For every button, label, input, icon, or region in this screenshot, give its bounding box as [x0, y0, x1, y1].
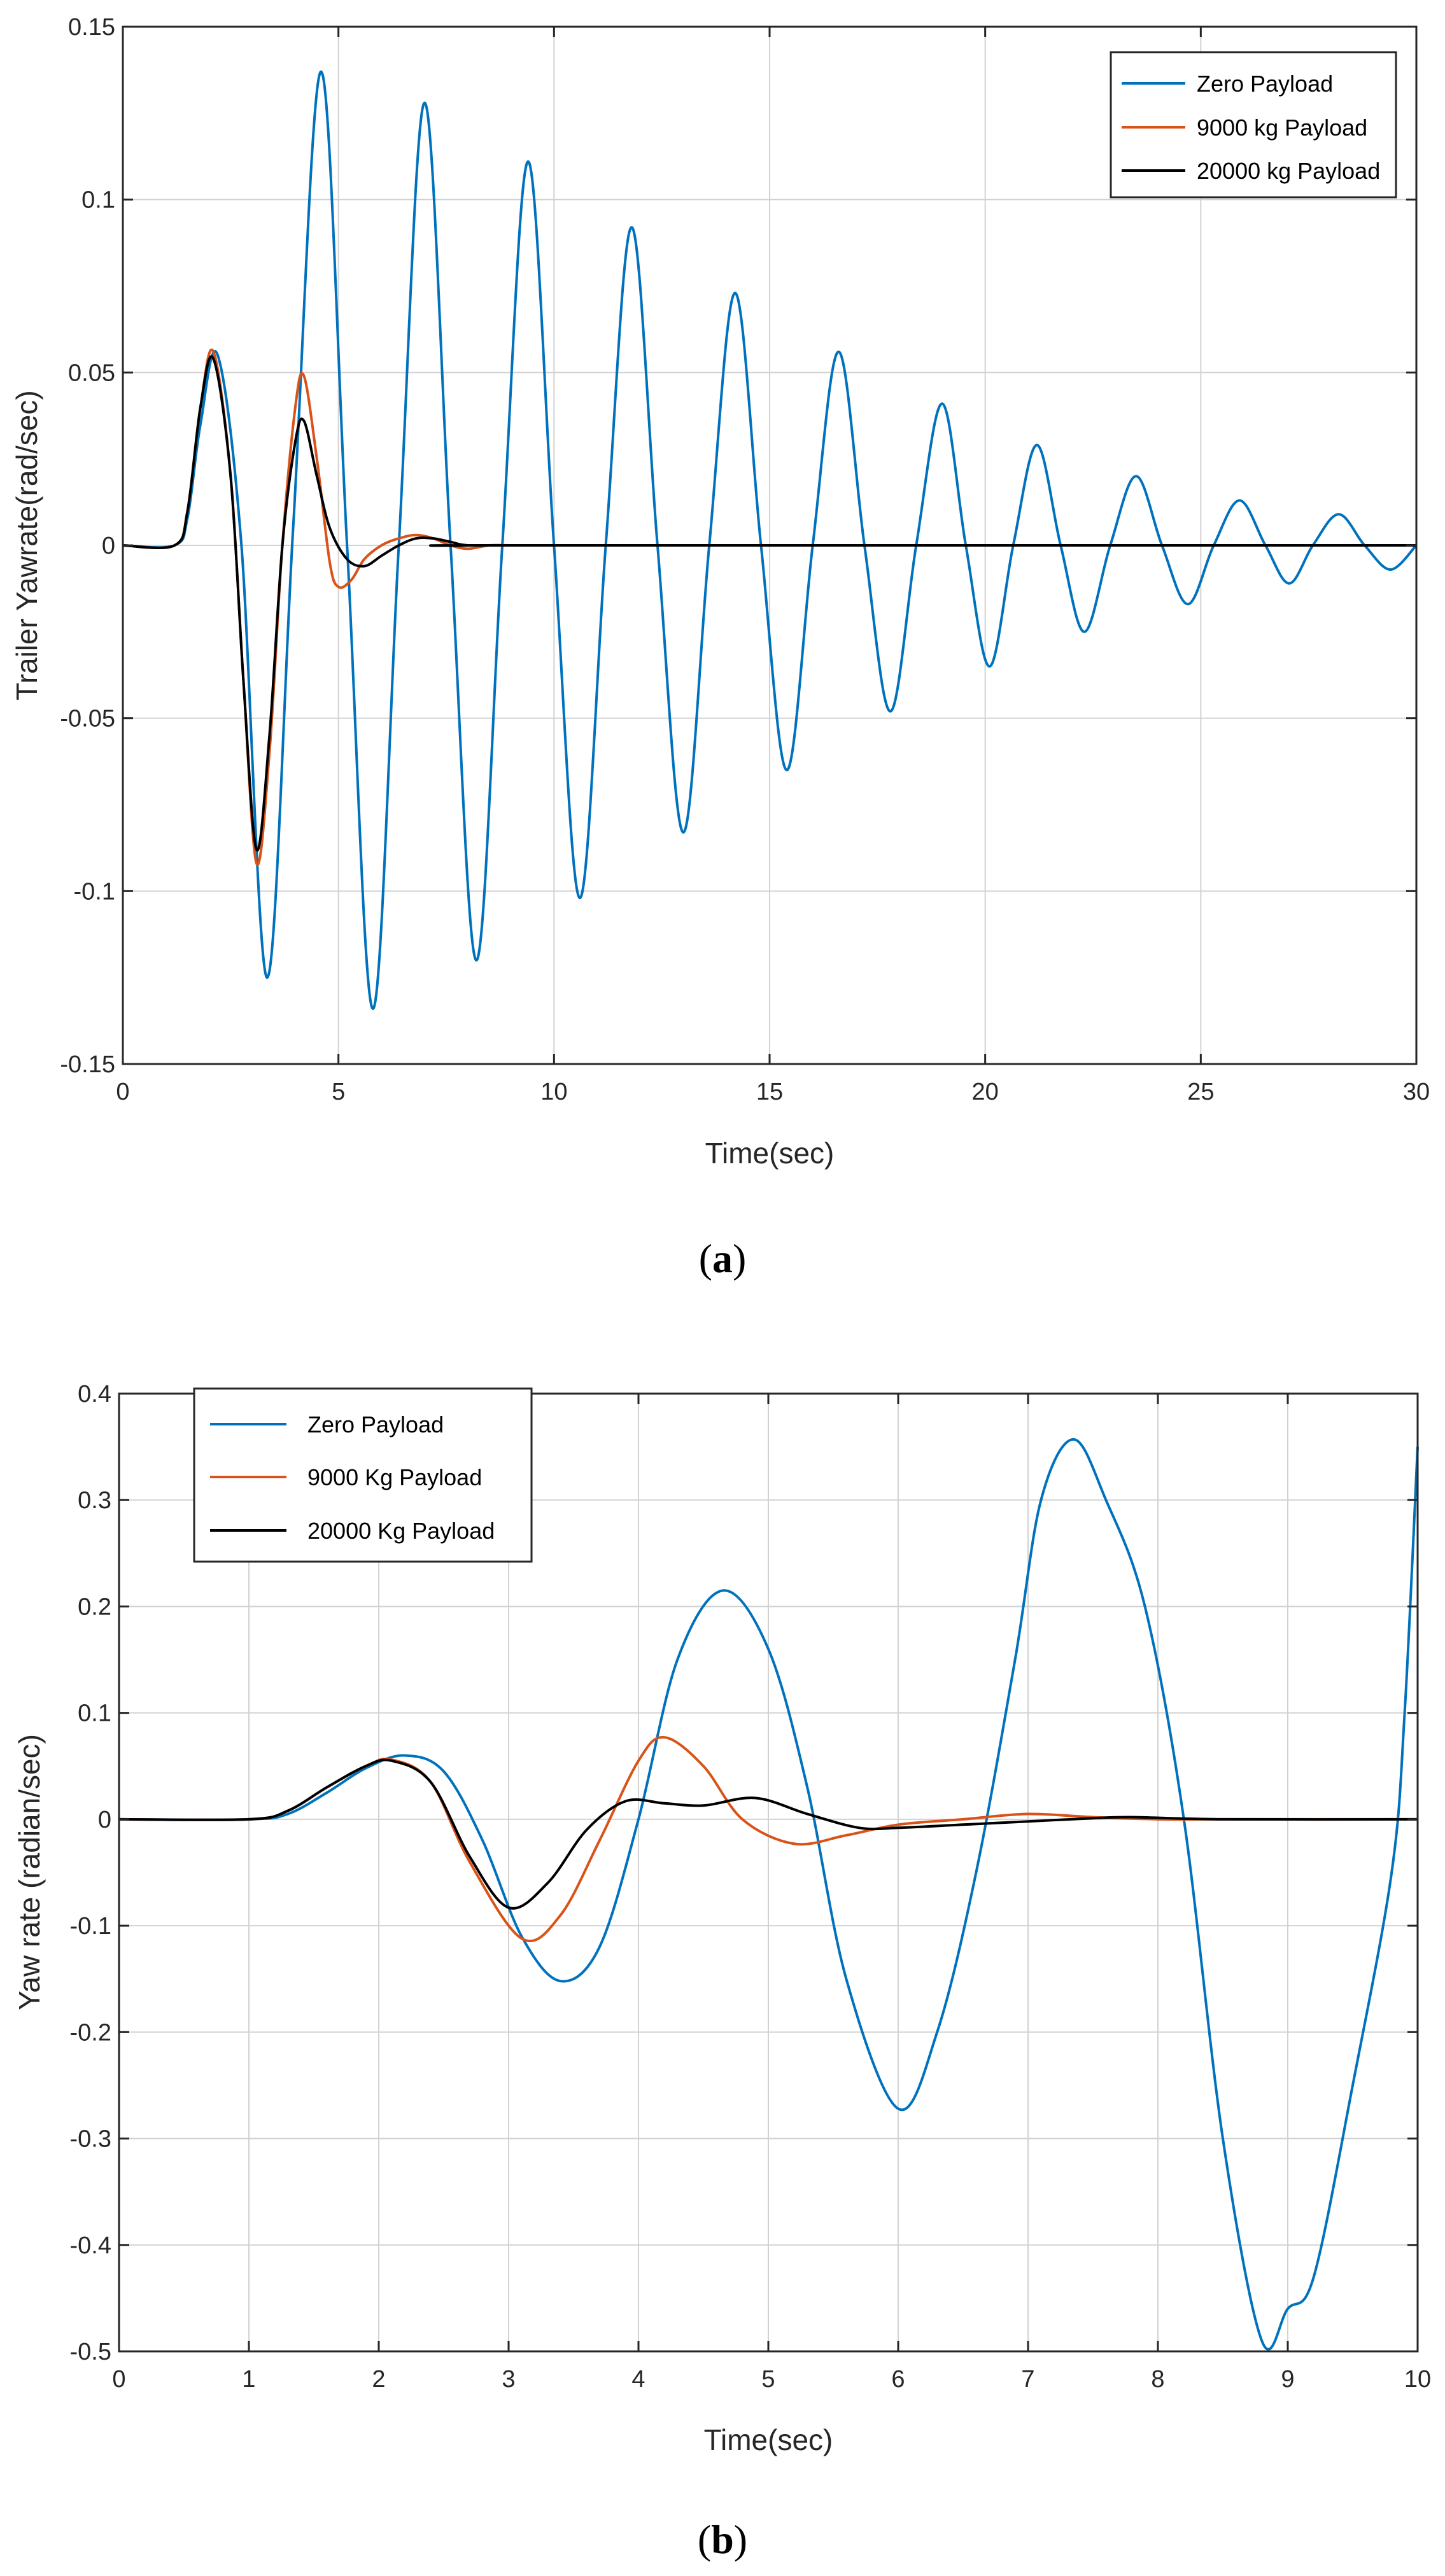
legend-a: Zero Payload 9000 kg Payload 20000 kg Pa…	[1110, 51, 1397, 199]
y-tick-label-b: 0.1	[78, 1700, 111, 1727]
ticks-a: 0 5 10 15 20 25 30 -0.15 -0.1 -0.05 0 0.05 0.1 0.15	[60, 14, 1430, 1105]
legend-b: Zero Payload 9000 Kg Payload 20000 Kg Pa…	[193, 1387, 533, 1563]
x-tick-label-a: 15	[756, 1079, 783, 1105]
y-tick-label-b: -0.5	[70, 2339, 111, 2365]
caption-b: (b)	[698, 2517, 747, 2562]
x-tick-label-b: 6	[891, 2366, 905, 2393]
y-tick-label-a: -0.1	[74, 878, 115, 905]
x-tick-label-a: 0	[116, 1079, 129, 1105]
y-tick-label-b: 0	[98, 1807, 111, 1833]
y-tick-label-b: -0.4	[70, 2232, 111, 2259]
y-tick-label-b: -0.2	[70, 2019, 111, 2046]
x-tick-label-a: 10	[540, 1079, 567, 1105]
chart-b: 0 1 2 3 4 5 6 7 8 9 10 -0.5 -0.4 -0.3 -0.2 -0.1 0 0.1 0.2 0…	[13, 1381, 1431, 2562]
x-tick-label-b: 1	[242, 2366, 255, 2393]
y-tick-label-a: -0.15	[60, 1051, 115, 1078]
y-axis-label-a: Trailer Yawrate(rad/sec)	[10, 390, 43, 700]
y-tick-label-b: 0.3	[78, 1487, 111, 1514]
x-tick-label-b: 7	[1021, 2366, 1034, 2393]
caption-letter-a: a	[712, 1236, 733, 1281]
x-axis-label-a: Time(sec)	[705, 1137, 835, 1170]
legend-box-b	[193, 1387, 533, 1563]
series-line-zero-payload-b	[118, 1438, 1419, 2351]
y-axis-label-b: Yaw rate (radian/sec)	[13, 1734, 46, 2010]
legend-box-a	[1110, 51, 1397, 199]
series-line-zero-payload-a	[122, 70, 1418, 1011]
y-tick-label-a: -0.05	[60, 706, 115, 732]
y-tick-label-b: 0.4	[78, 1381, 111, 1408]
series-b	[118, 1438, 1419, 2351]
y-tick-label-a: 0	[102, 533, 115, 559]
y-tick-label-b: -0.1	[70, 1913, 111, 1940]
x-tick-label-a: 25	[1187, 1079, 1214, 1105]
x-tick-label-a: 20	[972, 1079, 999, 1105]
series-line-20000-kg-payload-b	[118, 1758, 1418, 1910]
ticks-b: 0 1 2 3 4 5 6 7 8 9 10 -0.5 -0.4 -0.3 -0.2 -0.1 0 0.1 0.2 0…	[70, 1381, 1432, 2393]
x-tick-label-b: 9	[1281, 2366, 1294, 2393]
series-line-20000-kg-payload-a	[122, 355, 1416, 852]
x-axis-label-b: Time(sec)	[704, 2423, 833, 2456]
x-tick-label-b: 5	[761, 2366, 775, 2393]
x-tick-label-b: 2	[372, 2366, 385, 2393]
chart-a: 0 5 10 15 20 25 30 -0.15 -0.1 -0.05 0 0.05 0.1 0.15 T…	[10, 14, 1430, 1281]
y-tick-label-b: -0.3	[70, 2126, 111, 2153]
caption-a: (a)	[699, 1236, 747, 1281]
x-tick-label-b: 0	[112, 2366, 125, 2393]
x-tick-label-b: 10	[1404, 2366, 1431, 2393]
legend-label-9000kg-payload-a: 9000 kg Payload	[1197, 115, 1367, 141]
legend-label-20000kg-payload-b: 20000 Kg Payload	[307, 1518, 495, 1544]
caption-letter-b: b	[711, 2517, 734, 2562]
y-tick-label-a: 0.15	[68, 14, 115, 41]
x-tick-label-a: 5	[332, 1079, 345, 1105]
y-tick-label-a: 0.05	[68, 360, 115, 386]
series-a	[122, 70, 1418, 1011]
legend-label-20000kg-payload-a: 20000 kg Payload	[1197, 158, 1380, 184]
x-tick-label-a: 30	[1403, 1079, 1430, 1105]
legend-label-9000kg-payload-b: 9000 Kg Payload	[307, 1464, 482, 1490]
y-tick-label-a: 0.1	[81, 187, 115, 214]
x-tick-label-b: 3	[502, 2366, 515, 2393]
x-tick-label-b: 4	[631, 2366, 645, 2393]
legend-label-zero-payload-a: Zero Payload	[1197, 71, 1333, 97]
y-tick-label-b: 0.2	[78, 1593, 111, 1620]
legend-label-zero-payload-b: Zero Payload	[307, 1411, 444, 1438]
x-tick-label-b: 8	[1151, 2366, 1164, 2393]
